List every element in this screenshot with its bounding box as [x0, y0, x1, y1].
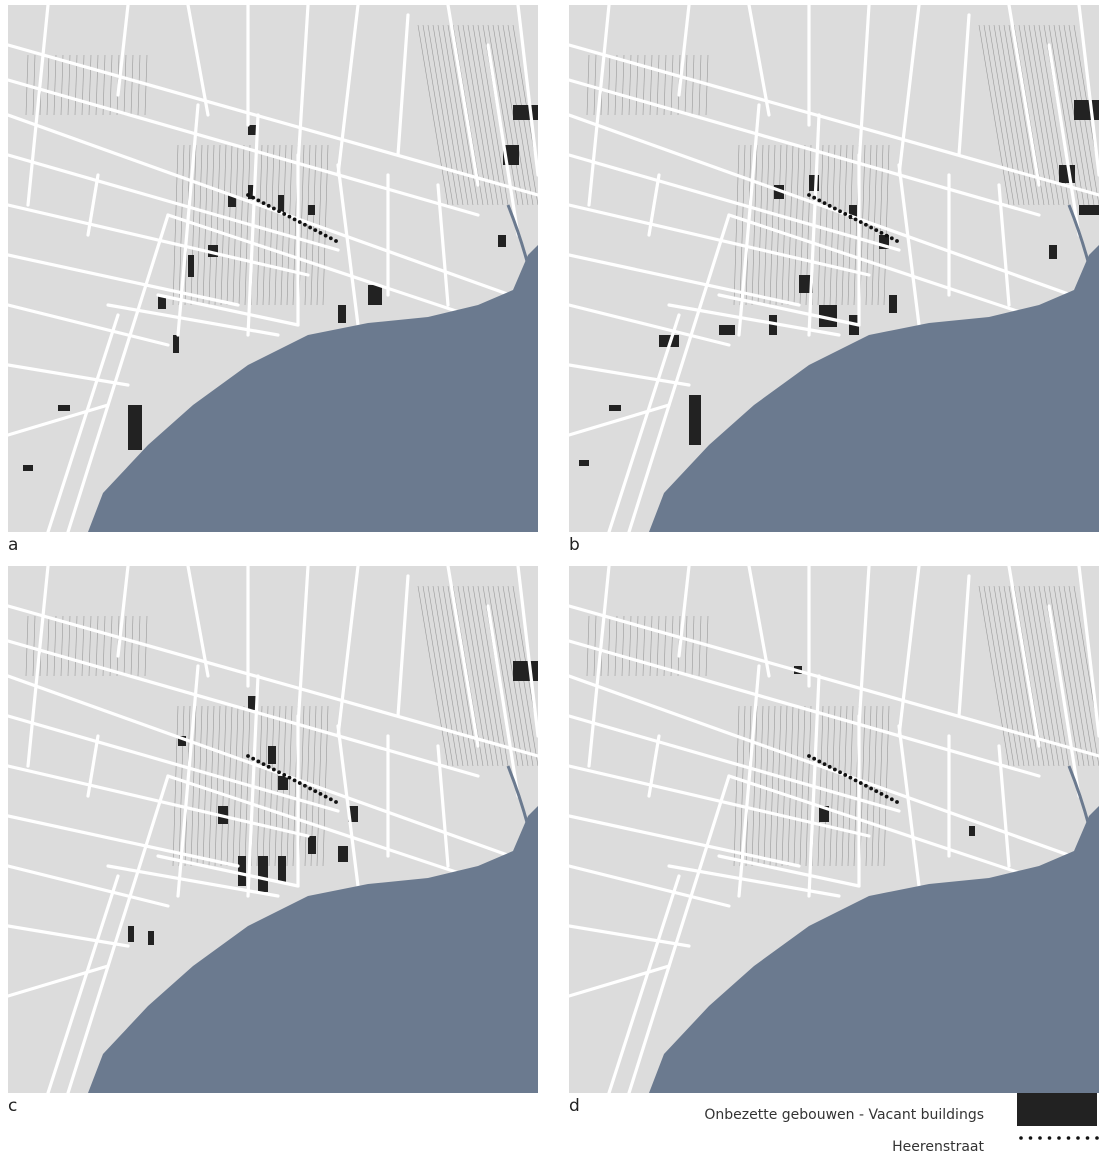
vacant-building [799, 275, 813, 293]
vacant-building [188, 255, 194, 277]
vacant-building [158, 295, 166, 309]
vacant-building [348, 806, 358, 822]
water-body [649, 806, 1099, 1093]
vacant-building [969, 826, 975, 836]
legend-vacant-swatch [1017, 1093, 1097, 1126]
legend-street-label: Heerenstraat [892, 1139, 984, 1155]
vacant-building [609, 405, 621, 411]
map-svg [569, 566, 1099, 1093]
map-panel-d [569, 566, 1099, 1093]
vacant-building [308, 205, 315, 215]
vacant-building [228, 195, 236, 207]
panel-label-c: c [8, 1096, 18, 1116]
canal [1067, 765, 1091, 827]
vacant-building [579, 460, 589, 466]
vacant-building [208, 245, 218, 257]
vacant-building [128, 405, 142, 450]
vacant-building [819, 806, 829, 822]
vacant-building [248, 125, 256, 135]
legend-vacant-label: Onbezette gebouwen - Vacant buildings [704, 1107, 984, 1123]
vacant-building [819, 305, 837, 327]
panel-label-d: d [569, 1096, 580, 1116]
heerenstraat-dots [807, 193, 899, 243]
parcel-lines [25, 24, 538, 306]
canal [506, 204, 530, 266]
canal [1067, 204, 1091, 266]
road-network [569, 5, 1099, 532]
water-body [88, 806, 538, 1093]
vacant-building [278, 195, 284, 213]
map-svg [8, 566, 538, 1093]
heerenstraat-dots [807, 754, 899, 804]
vacant-building [719, 325, 735, 335]
heerenstraat-dots [246, 754, 338, 804]
vacant-building [148, 931, 154, 945]
vacant-building [1049, 245, 1057, 259]
vacant-building [1074, 100, 1099, 120]
vacant-building [879, 235, 889, 249]
vacant-building [23, 465, 33, 471]
vacant-building [513, 661, 538, 681]
water-body [88, 245, 538, 532]
vacant-building [498, 235, 506, 247]
vacant-building [258, 856, 268, 892]
road-network [8, 5, 538, 532]
vacant-building [278, 776, 288, 790]
heerenstraat-dots [246, 193, 338, 243]
vacant-building [278, 856, 286, 882]
vacant-building [513, 105, 538, 120]
vacant-building [809, 175, 819, 191]
vacant-building [1079, 205, 1099, 215]
panel-label-b: b [569, 535, 580, 555]
vacant-building [178, 736, 186, 746]
road-network [8, 566, 538, 1093]
vacant-building [774, 185, 784, 199]
water-body [649, 245, 1099, 532]
vacant-building [769, 315, 777, 335]
vacant-building [849, 205, 857, 219]
vacant-building [268, 746, 276, 764]
canal [506, 765, 530, 827]
vacant-building [128, 926, 134, 942]
vacant-building [338, 305, 346, 323]
map-panel-c [8, 566, 538, 1093]
vacant-building [889, 295, 897, 313]
map-svg [569, 5, 1099, 532]
vacant-building [368, 285, 382, 305]
road-network [569, 566, 1099, 1093]
legend-street-dots [1019, 1136, 1099, 1140]
vacant-building [308, 836, 316, 854]
vacant-buildings [128, 661, 538, 945]
vacant-building [58, 405, 70, 411]
vacant-building [689, 395, 701, 445]
map-panel-b [569, 5, 1099, 532]
vacant-building [238, 856, 246, 886]
vacant-building [338, 846, 348, 862]
map-panel-a [8, 5, 538, 532]
vacant-building [173, 335, 179, 353]
vacant-building [248, 696, 258, 710]
vacant-building [248, 185, 256, 199]
map-svg [8, 5, 538, 532]
panel-label-a: a [8, 535, 19, 555]
